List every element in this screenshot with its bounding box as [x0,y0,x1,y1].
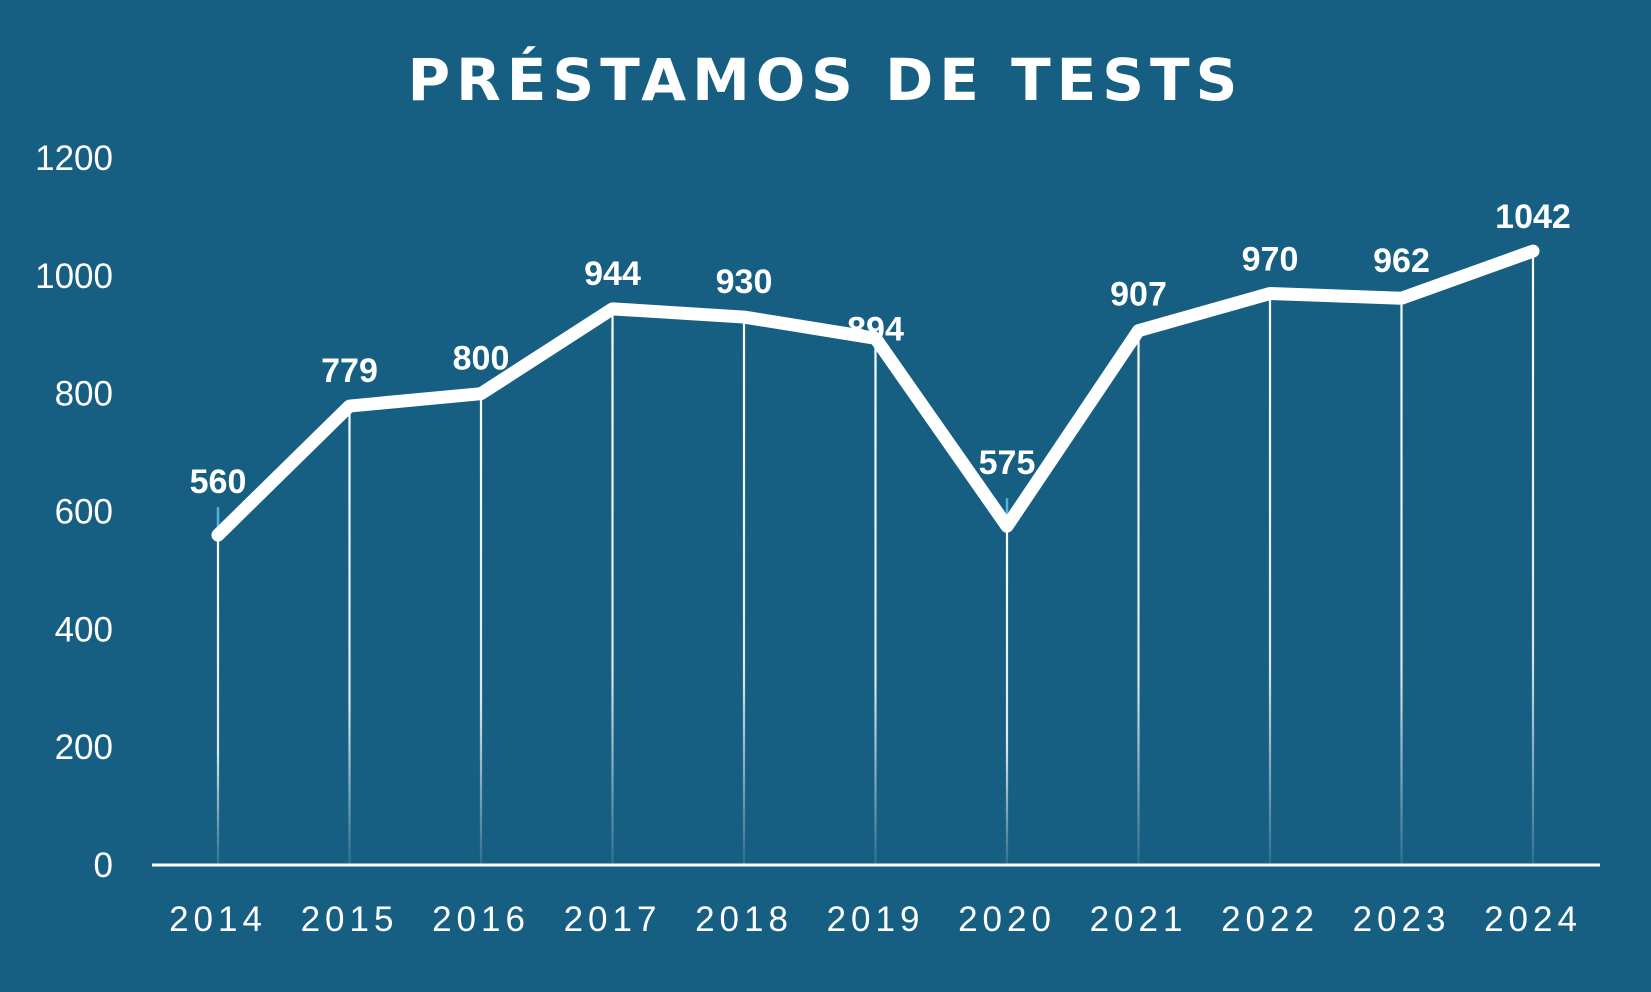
drop-line [611,308,614,865]
x-tick-label: 2022 [1221,900,1319,939]
data-labels: 560 779 800 944 930 894 575 907 970 962 1042 [190,198,1571,501]
data-point [476,388,486,399]
data-label: 1042 [1495,198,1571,236]
x-tick-label: 2019 [827,900,925,939]
x-tick-label: 2020 [958,900,1056,939]
data-point [1133,325,1144,336]
data-label: 930 [716,263,773,301]
data-point [1002,521,1012,532]
data-label: 560 [190,463,247,501]
x-tick-label: 2023 [1353,900,1451,939]
y-axis: 0 200 400 600 800 1000 1200 [35,139,113,885]
drop-line [1005,526,1009,865]
data-point [739,312,749,323]
y-tick-label: 600 [55,493,113,532]
y-tick-label: 1000 [35,257,113,296]
drop-line [1268,293,1272,866]
data-point [870,333,881,344]
x-tick-label: 2024 [1484,900,1582,939]
data-point [213,530,223,541]
data-label: 970 [1242,241,1299,279]
y-tick-label: 200 [55,728,113,767]
data-label: 800 [453,340,510,378]
drop-line [1137,330,1140,865]
drop-lines [216,251,1535,866]
chart-title: PRÉSTAMOS DE TESTS [407,46,1244,114]
data-point [1265,288,1275,299]
data-point [1528,246,1538,257]
data-label: 779 [321,352,378,390]
x-tick-label: 2021 [1090,900,1188,939]
data-label: 575 [979,444,1036,482]
x-tick-label: 2017 [564,900,662,939]
data-point [344,401,355,412]
x-tick-label: 2015 [301,900,399,939]
y-tick-label: 400 [55,610,113,649]
drop-line [874,338,877,865]
y-tick-label: 800 [55,375,113,414]
y-tick-label: 1200 [35,139,113,178]
drop-line [1531,251,1535,866]
drop-line [1400,298,1403,865]
drop-line [348,406,351,865]
x-tick-label: 2018 [695,900,793,939]
drop-line [742,317,746,865]
data-label: 944 [584,255,641,293]
x-tick-label: 2014 [169,900,267,939]
x-tick-label: 2016 [432,900,530,939]
data-label: 894 [847,310,904,348]
drop-line [216,535,220,865]
data-label: 907 [1110,276,1167,314]
data-point [1396,293,1407,304]
data-label: 962 [1373,242,1430,280]
x-axis: 2014 2015 2016 2017 2018 2019 2020 2021 2022 2023… [152,863,1600,939]
point-group [213,246,1538,541]
y-tick-label: 0 [94,846,113,885]
drop-line [479,393,483,865]
data-point [607,303,618,314]
